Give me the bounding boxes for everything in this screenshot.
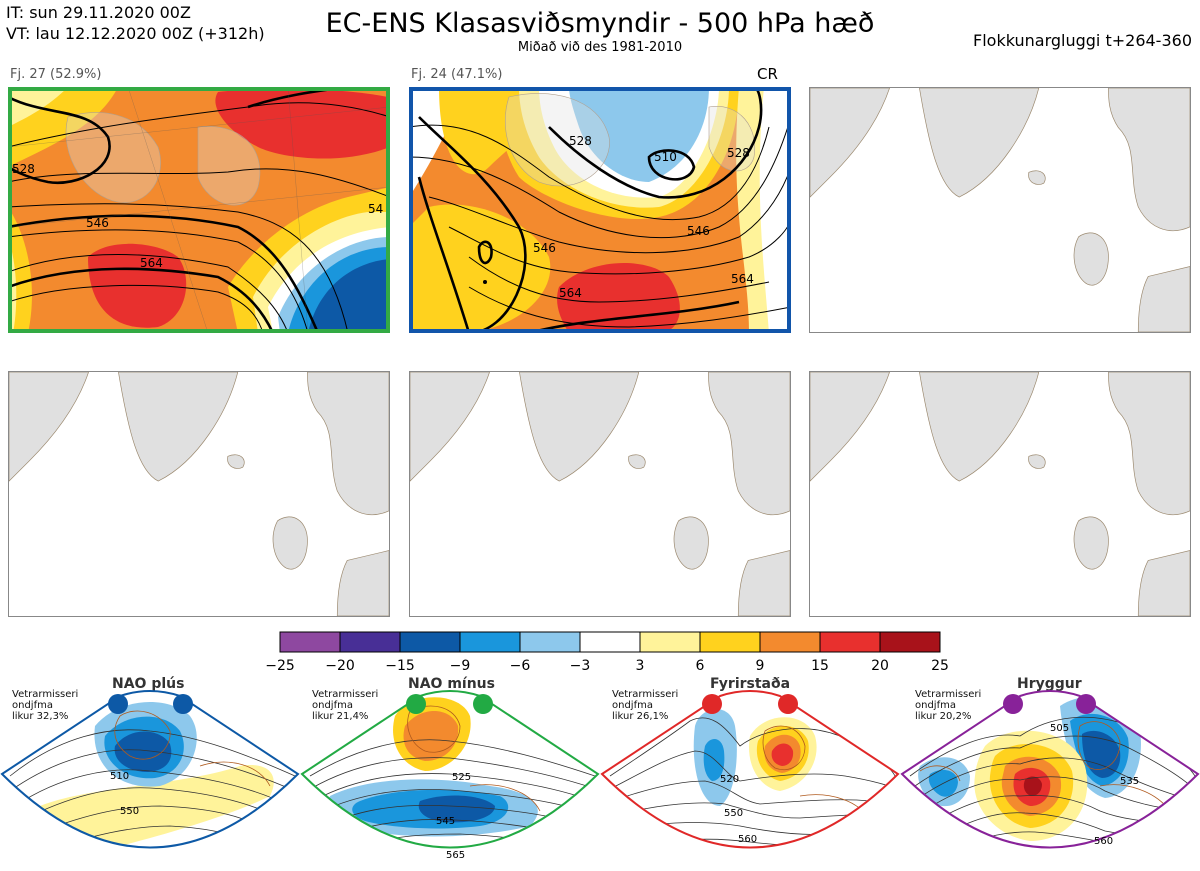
regime-contour-label: 510 bbox=[110, 771, 129, 782]
regime-title: Fyrirstaða bbox=[710, 676, 791, 692]
cluster-2-contour-label: 546 bbox=[687, 224, 710, 238]
regime-contour-label: 505 bbox=[1050, 723, 1069, 734]
cluster-1-map: 528 546 564 54 bbox=[8, 87, 390, 333]
colorbar-swatch bbox=[519, 631, 581, 653]
page-subtitle: Miðað við des 1981-2010 bbox=[517, 40, 683, 55]
regime-contour-label: 525 bbox=[452, 772, 471, 783]
cluster-2-contour-label: 564 bbox=[559, 286, 582, 300]
colorbar-swatch bbox=[699, 631, 761, 653]
cluster-2-contour-label: 564 bbox=[731, 272, 754, 286]
colorbar-tick-label: −6 bbox=[510, 658, 531, 674]
colorbar-swatch bbox=[399, 631, 461, 653]
regime-info: Vetrarmisseri ondjfma likur 32,3% bbox=[12, 689, 79, 722]
colorbar-tick-label: 15 bbox=[811, 658, 829, 674]
run-info: IT: sun 29.11.2020 00Z VT: lau 12.12.202… bbox=[6, 2, 265, 44]
regime-fan-border bbox=[300, 690, 600, 849]
regime-contour-label: 550 bbox=[120, 806, 139, 817]
cluster-2-map: 528 510 528 546 564 546 564 bbox=[409, 87, 791, 333]
regime-info: Vetrarmisseri ondjfma likur 21,4% bbox=[312, 689, 379, 722]
regime-contour-label: 520 bbox=[720, 774, 739, 785]
colorbar-tick-label: −25 bbox=[265, 658, 295, 674]
empty-map-panel bbox=[8, 371, 390, 617]
regime-nao-minus: Vetrarmisseri ondjfma likur 21,4% NAO mí… bbox=[300, 676, 600, 871]
colorbar-tick-label: −3 bbox=[570, 658, 591, 674]
regime-info: Vetrarmisseri ondjfma likur 20,2% bbox=[915, 689, 982, 722]
cluster-2-contour-label: 528 bbox=[727, 146, 750, 160]
regime-marker bbox=[1003, 694, 1023, 714]
cluster-1-contour-label: 528 bbox=[12, 162, 35, 176]
regime-title: Hryggur bbox=[1017, 676, 1082, 692]
colorbar-tick-label: 3 bbox=[636, 658, 645, 674]
colorbar-tick-label: 9 bbox=[756, 658, 765, 674]
empty-map-panel bbox=[809, 87, 1191, 333]
colorbar-swatch bbox=[459, 631, 521, 653]
cluster-2-contour-label: 546 bbox=[533, 241, 556, 255]
colorbar-tick-label: 20 bbox=[871, 658, 889, 674]
regime-contour-label: 565 bbox=[446, 850, 465, 861]
regime-fan-border bbox=[0, 690, 300, 849]
regime-blocking: Vetrarmisseri ondjfma likur 26,1% Fyrirs… bbox=[600, 676, 900, 871]
cluster-2-label: Fj. 24 (47.1%) bbox=[411, 67, 503, 82]
page-title: EC-ENS Klasasviðsmyndir - 500 hPa hæð bbox=[325, 8, 875, 39]
empty-map-panel bbox=[409, 371, 791, 617]
regime-nao-plus: Vetrarmisseri ondjfma likur 32,3% NAO pl… bbox=[0, 676, 300, 871]
regime-marker bbox=[173, 694, 193, 714]
regime-contour-label: 550 bbox=[724, 808, 743, 819]
cluster-1-contour-label: 564 bbox=[140, 256, 163, 270]
regime-contour-label: 535 bbox=[1120, 776, 1139, 787]
regime-info: Vetrarmisseri ondjfma likur 26,1% bbox=[612, 689, 679, 722]
regime-ridge: Vetrarmisseri ondjfma likur 20,2% Hryggu… bbox=[900, 676, 1200, 871]
colorbar-swatch bbox=[639, 631, 701, 653]
regime-marker bbox=[778, 694, 798, 714]
cluster-2-tag: CR bbox=[757, 65, 778, 83]
initial-time: IT: sun 29.11.2020 00Z bbox=[6, 3, 191, 22]
colorbar-swatch bbox=[279, 631, 341, 653]
colorbar-tick-label: −20 bbox=[325, 658, 355, 674]
cluster-1-border bbox=[8, 87, 390, 333]
regime-marker bbox=[1076, 694, 1096, 714]
colorbar: −25 −20 −15 −9 −6 −3 3 6 9 15 20 25 bbox=[265, 631, 949, 674]
cluster-1-label: Fj. 27 (52.9%) bbox=[10, 67, 102, 82]
colorbar-swatch bbox=[339, 631, 401, 653]
regime-contour-label: 560 bbox=[1094, 836, 1113, 847]
cluster-2-border bbox=[409, 87, 791, 333]
colorbar-tick-label: −9 bbox=[450, 658, 471, 674]
regime-marker bbox=[108, 694, 128, 714]
cluster-2-contour-label: 510 bbox=[654, 150, 677, 164]
regime-fan-border bbox=[600, 690, 900, 849]
regime-marker bbox=[473, 694, 493, 714]
regime-title: NAO mínus bbox=[408, 676, 495, 692]
cluster-2-contour-label: 528 bbox=[569, 134, 592, 148]
cluster-1-contour-label: 546 bbox=[86, 216, 109, 230]
empty-map-panel bbox=[809, 371, 1191, 617]
valid-time: VT: lau 12.12.2020 00Z (+312h) bbox=[6, 24, 265, 43]
colorbar-swatch bbox=[579, 631, 641, 653]
colorbar-swatch bbox=[879, 631, 941, 653]
regime-marker bbox=[406, 694, 426, 714]
cluster-1-contour-label: 54 bbox=[368, 202, 383, 216]
colorbar-swatch bbox=[759, 631, 821, 653]
regime-contour-label: 560 bbox=[738, 834, 757, 845]
colorbar-swatch bbox=[819, 631, 881, 653]
regime-contour-label: 545 bbox=[436, 816, 455, 827]
classification-window: Flokkunargluggi t+264-360 bbox=[973, 31, 1192, 50]
regime-title: NAO plús bbox=[112, 676, 185, 692]
colorbar-tick-label: −15 bbox=[385, 658, 415, 674]
colorbar-tick-label: 6 bbox=[696, 658, 705, 674]
colorbar-tick-label: 25 bbox=[931, 658, 949, 674]
regime-fan-border bbox=[900, 690, 1200, 849]
regime-marker bbox=[702, 694, 722, 714]
